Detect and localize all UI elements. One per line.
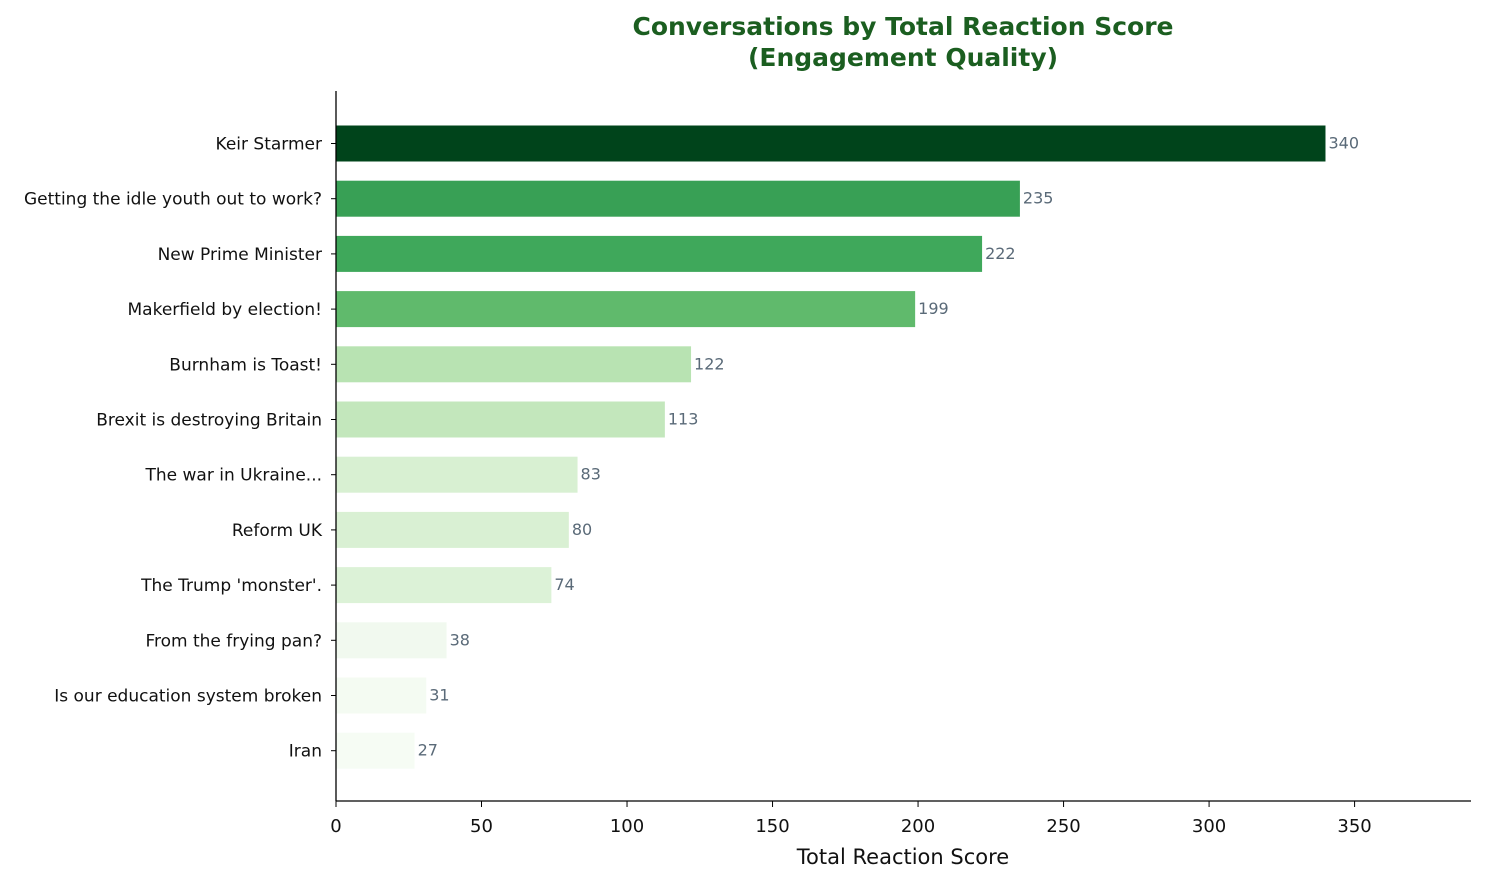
category-label: New Prime Minister — [158, 245, 322, 265]
value-label: 27 — [418, 741, 438, 760]
x-tick-label: 250 — [1046, 816, 1080, 837]
category-label: Keir Starmer — [216, 135, 322, 155]
category-label: The Trump 'monster'. — [140, 576, 322, 596]
bar — [336, 180, 1020, 217]
value-label: 199 — [918, 299, 949, 318]
chart-subtitle: (Engagement Quality) — [748, 43, 1058, 72]
bar — [336, 677, 427, 714]
x-tick-label: 50 — [470, 816, 493, 837]
value-label: 83 — [581, 465, 601, 484]
category-label: Is our education system broken — [54, 687, 322, 707]
bars-group — [336, 125, 1326, 769]
x-tick-label: 300 — [1192, 816, 1226, 837]
value-label: 340 — [1328, 134, 1359, 153]
x-axis-label: Total Reaction Score — [796, 845, 1009, 869]
bar — [336, 291, 916, 328]
value-label: 235 — [1023, 189, 1054, 208]
bar — [336, 511, 569, 548]
bar — [336, 567, 552, 604]
category-label: Getting the idle youth out to work? — [24, 190, 322, 210]
bar — [336, 456, 578, 493]
chart-title: Conversations by Total Reaction Score — [632, 12, 1173, 41]
value-label: 38 — [450, 630, 470, 649]
x-tick-label: 0 — [330, 816, 341, 837]
x-tick-label: 100 — [610, 816, 644, 837]
category-label: Reform UK — [232, 521, 323, 541]
bar — [336, 346, 692, 383]
value-labels: 340 235 222 199 122 113 83 80 74 38 31 27 — [418, 134, 1359, 760]
bar — [336, 125, 1326, 162]
value-label: 31 — [429, 686, 449, 705]
value-label: 222 — [985, 244, 1016, 263]
x-tick-label: 350 — [1337, 816, 1371, 837]
category-label: The war in Ukraine... — [145, 466, 323, 486]
value-label: 122 — [694, 354, 725, 373]
value-label: 113 — [668, 410, 699, 429]
bar — [336, 732, 415, 769]
category-label: Iran — [289, 742, 322, 762]
category-label: Makerfield by election! — [128, 300, 322, 320]
category-label: From the frying pan? — [145, 631, 322, 651]
bar — [336, 401, 665, 438]
category-labels: Keir Starmer Getting the idle youth out t… — [24, 135, 336, 762]
category-label: Brexit is destroying Britain — [96, 411, 322, 431]
category-label: Burnham is Toast! — [169, 355, 322, 375]
bar — [336, 235, 983, 272]
x-tick-label: 200 — [901, 816, 935, 837]
x-axis-ticks: 0 50 100 150 200 250 300 350 — [330, 801, 1372, 837]
value-label: 80 — [572, 520, 592, 539]
value-label: 74 — [554, 575, 574, 594]
x-tick-label: 150 — [755, 816, 789, 837]
bar — [336, 622, 447, 659]
